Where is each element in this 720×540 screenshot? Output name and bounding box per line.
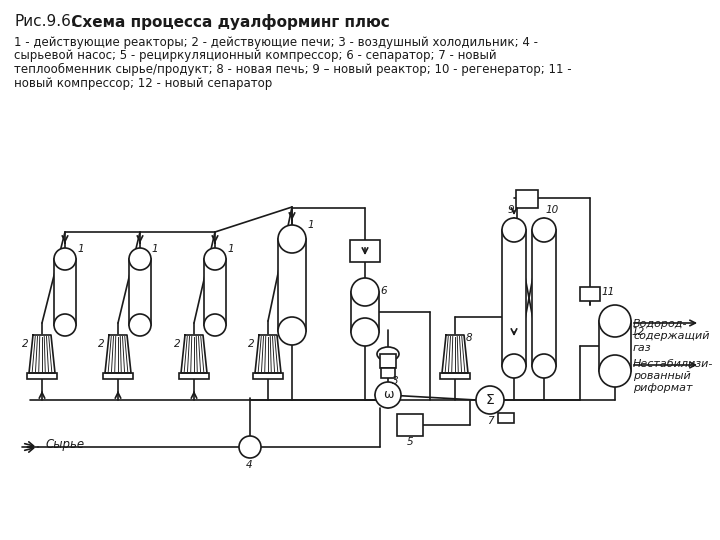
Ellipse shape <box>204 248 226 270</box>
Polygon shape <box>105 335 131 373</box>
Text: 10: 10 <box>546 205 559 215</box>
Text: 1 - действующие реакторы; 2 - действующие печи; 3 - воздушный холодильник; 4 -: 1 - действующие реакторы; 2 - действующи… <box>14 36 538 49</box>
Ellipse shape <box>129 248 151 270</box>
Bar <box>498 413 514 423</box>
Circle shape <box>476 386 504 414</box>
Text: 6: 6 <box>380 286 387 296</box>
Text: Σ: Σ <box>485 393 495 407</box>
Polygon shape <box>442 335 468 373</box>
Text: 1: 1 <box>77 244 84 254</box>
Text: Водород-: Водород- <box>633 319 688 329</box>
Bar <box>516 190 538 208</box>
Ellipse shape <box>532 354 556 378</box>
Text: 7: 7 <box>487 416 494 426</box>
Ellipse shape <box>129 314 151 336</box>
Bar <box>129 259 151 325</box>
Text: 11: 11 <box>602 287 616 297</box>
Bar <box>580 287 600 301</box>
Text: теплообменник сырье/продукт; 8 - новая печь; 9 – новый реактор; 10 - регенератор: теплообменник сырье/продукт; 8 - новая п… <box>14 63 572 76</box>
Text: Схема процесса дуалформинг плюс: Схема процесса дуалформинг плюс <box>66 14 390 30</box>
Text: Нестабилизи-: Нестабилизи- <box>633 359 714 369</box>
Text: сырьевой насос; 5 - рециркуляционный компрессор; 6 - сепаратор; 7 - новый: сырьевой насос; 5 - рециркуляционный ком… <box>14 50 497 63</box>
Text: газ: газ <box>633 343 652 353</box>
Ellipse shape <box>502 354 526 378</box>
Bar <box>253 373 283 379</box>
Polygon shape <box>255 335 281 373</box>
Ellipse shape <box>54 314 76 336</box>
Ellipse shape <box>204 314 226 336</box>
Ellipse shape <box>351 278 379 306</box>
Ellipse shape <box>532 218 556 242</box>
Bar <box>351 292 379 332</box>
Text: 2: 2 <box>22 339 29 349</box>
Bar <box>54 259 76 325</box>
Text: 12: 12 <box>632 327 645 337</box>
Text: 8: 8 <box>466 333 472 343</box>
Ellipse shape <box>599 305 631 337</box>
Text: ω: ω <box>383 388 393 402</box>
Circle shape <box>375 382 401 408</box>
Text: 5: 5 <box>407 437 413 447</box>
Polygon shape <box>181 335 207 373</box>
Bar <box>397 414 423 436</box>
Bar <box>278 239 306 331</box>
Text: 2: 2 <box>248 339 255 349</box>
Text: 2: 2 <box>98 339 104 349</box>
Circle shape <box>239 436 261 458</box>
Bar <box>27 373 57 379</box>
Ellipse shape <box>502 218 526 242</box>
Text: 4: 4 <box>246 460 253 470</box>
Text: 3: 3 <box>392 376 399 386</box>
Bar <box>350 240 380 262</box>
Text: Сырье: Сырье <box>45 438 84 451</box>
Ellipse shape <box>599 355 631 387</box>
Text: 9: 9 <box>508 205 515 215</box>
Bar <box>179 373 209 379</box>
Text: риформат: риформат <box>633 383 693 393</box>
Text: содержащий: содержащий <box>633 331 709 341</box>
Text: рованный: рованный <box>633 371 690 381</box>
Ellipse shape <box>351 318 379 346</box>
Bar <box>103 373 133 379</box>
Text: новый компрессор; 12 - новый сепаратор: новый компрессор; 12 - новый сепаратор <box>14 77 272 90</box>
Text: 1: 1 <box>227 244 233 254</box>
Ellipse shape <box>278 225 306 253</box>
Bar <box>204 259 226 325</box>
Text: 2: 2 <box>174 339 181 349</box>
Ellipse shape <box>54 248 76 270</box>
Text: 1: 1 <box>307 220 314 230</box>
Text: Рис.9.6.: Рис.9.6. <box>14 14 76 29</box>
Bar <box>502 230 526 366</box>
Polygon shape <box>29 335 55 373</box>
Bar <box>380 354 396 368</box>
Bar <box>440 373 470 379</box>
Ellipse shape <box>278 317 306 345</box>
Bar <box>599 321 631 371</box>
Bar <box>381 368 395 378</box>
Text: 1: 1 <box>152 244 158 254</box>
Ellipse shape <box>377 347 399 361</box>
Bar <box>532 230 556 366</box>
